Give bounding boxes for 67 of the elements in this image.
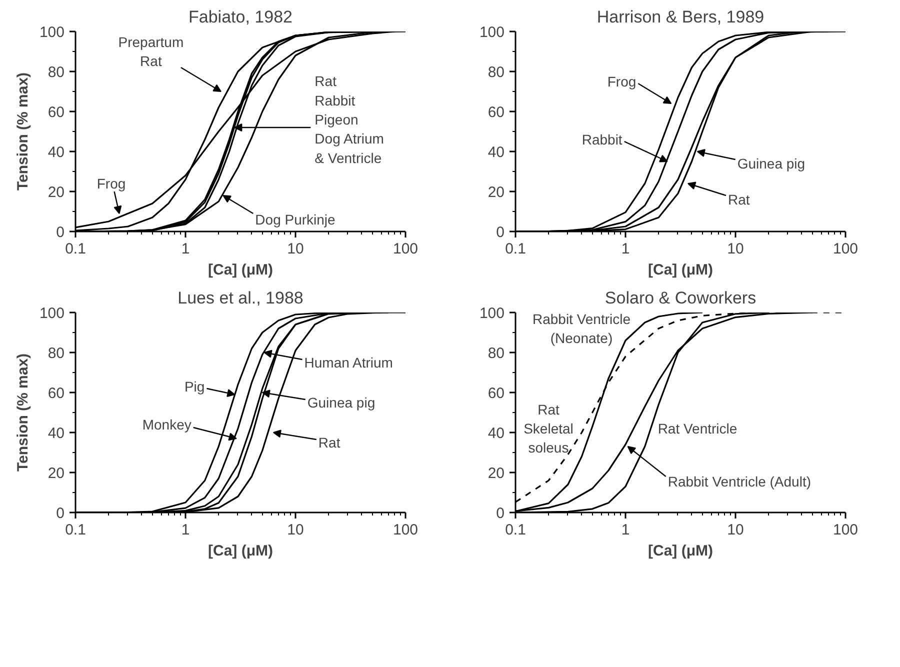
- x-tick-label: 0.1: [505, 240, 526, 258]
- x-tick-label: 100: [392, 240, 418, 258]
- annotation: Guinea pig: [737, 156, 806, 172]
- x-axis-title: [Ca] (μM): [648, 262, 713, 278]
- y-tick-label: 100: [39, 305, 65, 322]
- annotation: Rat Skeletal soleus: [524, 401, 574, 456]
- annotation: Dog Purkinje: [255, 212, 336, 228]
- annotation: Pig: [184, 378, 205, 394]
- y-tick-label: 80: [488, 345, 505, 362]
- x-tick-label: 10: [727, 522, 744, 538]
- annotation: Human Atrium: [304, 354, 393, 370]
- y-tick-label: 100: [479, 24, 505, 41]
- y-tick-label: 100: [479, 305, 505, 322]
- x-tick-label: 10: [287, 522, 304, 538]
- annotation: Frog: [96, 176, 126, 192]
- y-tick-label: 0: [56, 505, 64, 522]
- y-tick-label: 40: [488, 425, 505, 442]
- y-tick-label: 100: [39, 24, 65, 41]
- annotation: Rabbit: [582, 132, 622, 148]
- y-tick-label: 40: [48, 425, 65, 442]
- y-tick-label: 20: [488, 465, 505, 482]
- y-tick-label: 60: [488, 104, 505, 121]
- x-tick-label: 10: [287, 240, 304, 258]
- y-tick-label: 40: [48, 144, 65, 161]
- x-tick-label: 0.1: [505, 522, 526, 538]
- y-tick-label: 40: [488, 144, 505, 161]
- chart-title: Harrison & Bers, 1989: [596, 8, 764, 26]
- x-tick-label: 1: [621, 522, 630, 538]
- chart-title: Fabiato, 1982: [188, 8, 292, 26]
- y-tick-label: 80: [488, 64, 505, 81]
- y-tick-label: 20: [488, 184, 505, 201]
- x-tick-label: 1: [181, 522, 190, 538]
- y-tick-label: 0: [496, 224, 504, 241]
- x-tick-label: 10: [727, 240, 744, 258]
- y-tick-label: 80: [48, 345, 65, 362]
- x-axis-title: [Ca] (μM): [208, 542, 273, 560]
- y-tick-label: 80: [48, 64, 65, 81]
- x-tick-label: 0.1: [65, 240, 86, 258]
- y-tick-label: 0: [56, 224, 64, 241]
- annotation: Rat: [728, 192, 750, 208]
- y-tick-label: 0: [496, 505, 504, 522]
- x-axis-title: [Ca] (μM): [208, 262, 273, 278]
- annotation: Rat: [318, 434, 340, 450]
- y-tick-label: 60: [48, 385, 65, 402]
- x-tick-label: 100: [832, 240, 858, 258]
- annotation: Prepartum Rat: [118, 34, 184, 70]
- annotation: Rat Rabbit Pigeon Dog Atrium & Ventricle: [314, 73, 384, 166]
- y-axis-title: Tension (% max): [14, 353, 32, 472]
- x-tick-label: 100: [392, 522, 418, 538]
- annotation: Guinea pig: [307, 394, 376, 410]
- y-tick-label: 20: [48, 465, 65, 482]
- annotation: Monkey: [142, 416, 192, 432]
- x-axis-title: [Ca] (μM): [648, 542, 713, 560]
- x-tick-label: 100: [832, 522, 858, 538]
- annotation: Rat Ventricle: [658, 420, 738, 436]
- chart-title: Solaro & Coworkers: [604, 288, 756, 308]
- annotation: Rabbit Ventricle (Neonate): [532, 310, 631, 346]
- annotation: Rabbit Ventricle (Adult): [668, 474, 812, 490]
- y-axis-title: Tension (% max): [14, 72, 32, 191]
- x-tick-label: 1: [621, 240, 630, 258]
- y-tick-label: 60: [488, 385, 505, 402]
- x-tick-label: 0.1: [65, 522, 86, 538]
- y-tick-label: 60: [48, 104, 65, 121]
- annotation: Frog: [607, 74, 636, 90]
- y-tick-label: 20: [48, 184, 65, 201]
- x-tick-label: 1: [181, 240, 190, 258]
- chart-title: Lues et al., 1988: [178, 288, 304, 308]
